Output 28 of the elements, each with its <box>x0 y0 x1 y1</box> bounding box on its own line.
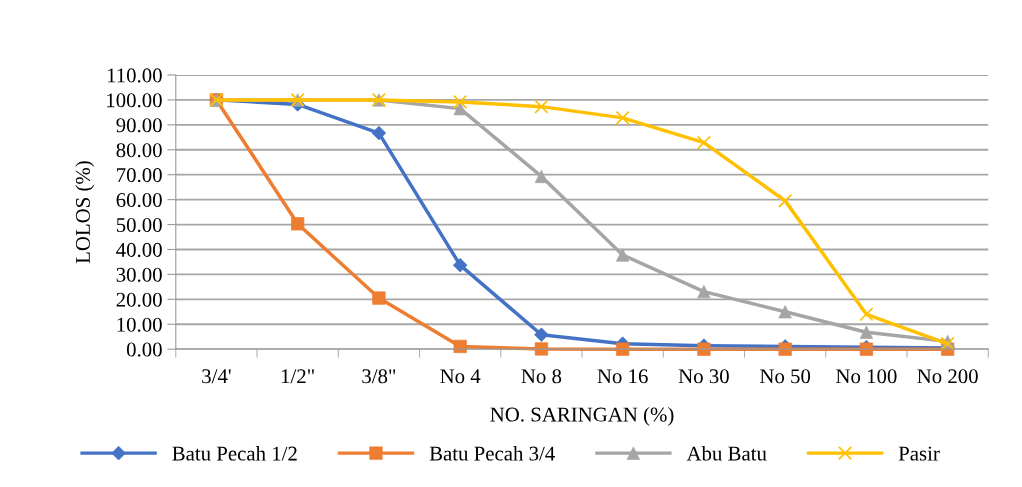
x-tick-label: No 100 <box>836 369 897 384</box>
y-tick-label: 90.00 <box>116 118 162 133</box>
y-tick-label: 110.00 <box>107 68 162 83</box>
x-tick-label: No 200 <box>917 369 978 384</box>
x-tick-label: No 30 <box>678 369 729 384</box>
y-axis-title: LOLOS (%) <box>75 161 95 264</box>
y-tick-label: 50.00 <box>116 217 162 233</box>
legend-label: Batu Pecah 1/2 <box>172 445 297 461</box>
y-tick-label: 20.00 <box>116 292 162 307</box>
legend-label: Abu Batu <box>686 445 767 461</box>
x-tick-label: No 4 <box>440 369 481 384</box>
x-tick-label: 3/4' <box>202 369 231 384</box>
x-tick-label: 1/2" <box>281 369 314 384</box>
y-tick-label: 60.00 <box>116 193 162 208</box>
y-tick-label: 70.00 <box>117 168 162 183</box>
y-tick-label: 40.00 <box>116 242 162 257</box>
x-tick-label: No 8 <box>521 369 562 384</box>
y-tick-label: 80.00 <box>116 143 162 158</box>
legend-label: Batu Pecah 3/4 <box>429 445 555 461</box>
y-tick-label: 0.00 <box>126 342 162 357</box>
x-axis-title: NO. SARINGAN (%) <box>490 406 674 426</box>
legend-label: Pasir <box>898 446 940 461</box>
x-tick-label: No 16 <box>597 369 648 384</box>
y-tick-label: 30.00 <box>116 267 162 282</box>
x-tick-label: No 50 <box>760 369 811 384</box>
y-tick-label: 10.00 <box>117 317 162 332</box>
x-tick-label: 3/8" <box>362 369 396 384</box>
y-tick-label: 100.00 <box>107 93 162 108</box>
